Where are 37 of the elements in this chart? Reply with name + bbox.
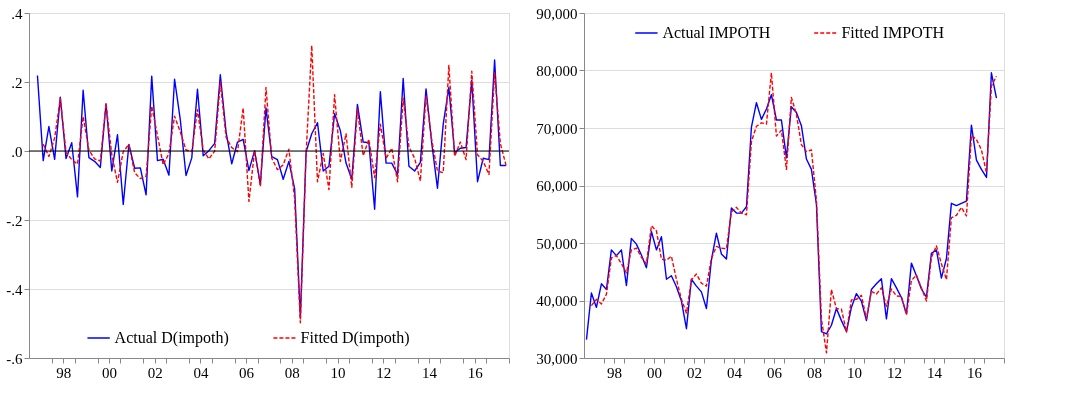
y-tick-label: 60,000: [536, 178, 578, 194]
y-tick-label: 90,000: [536, 5, 578, 22]
x-tick-label: 98: [606, 364, 622, 381]
y-tick-label: -.2: [6, 212, 23, 229]
x-tick-label: 08: [806, 364, 822, 381]
x-tick-label: 10: [846, 364, 862, 381]
y-tick-label: 70,000: [536, 120, 578, 137]
y-tick-label: -.6: [6, 350, 23, 367]
legend-label: Fitted IMPOTH: [841, 24, 945, 41]
x-tick-label: 16: [966, 364, 983, 381]
x-tick-label: 14: [421, 364, 438, 381]
x-tick-label: 12: [376, 364, 392, 381]
x-tick-label: 02: [147, 364, 163, 381]
y-tick-label: 30,000: [536, 350, 578, 367]
x-tick-label: 00: [101, 364, 117, 381]
y-tick-label: -.4: [6, 281, 23, 298]
y-tick-label: .4: [11, 5, 23, 22]
x-tick-label: 06: [766, 364, 783, 381]
x-tick-label: 06: [239, 364, 255, 381]
y-tick-label: 50,000: [536, 235, 578, 252]
legend-label: Fitted D(impoth): [300, 329, 410, 347]
y-tick-label: 80,000: [536, 63, 578, 79]
y-tick-label: 40,000: [536, 293, 578, 309]
y-tick-label: .2: [11, 74, 23, 91]
x-tick-label: 08: [284, 364, 300, 381]
x-tick-label: 00: [646, 364, 662, 381]
legend-label: Actual IMPOTH: [662, 24, 771, 41]
x-tick-label: 04: [726, 364, 743, 381]
x-tick-label: 98: [56, 364, 72, 381]
x-tick-label: 10: [330, 364, 346, 381]
x-tick-label: 14: [926, 364, 943, 381]
x-tick-label: 16: [467, 364, 484, 381]
x-tick-label: 04: [193, 364, 209, 381]
y-tick-label: .0: [11, 143, 23, 160]
x-tick-label: 12: [886, 364, 902, 381]
legend-label: Actual D(impoth): [114, 329, 229, 347]
x-tick-label: 02: [686, 364, 702, 381]
